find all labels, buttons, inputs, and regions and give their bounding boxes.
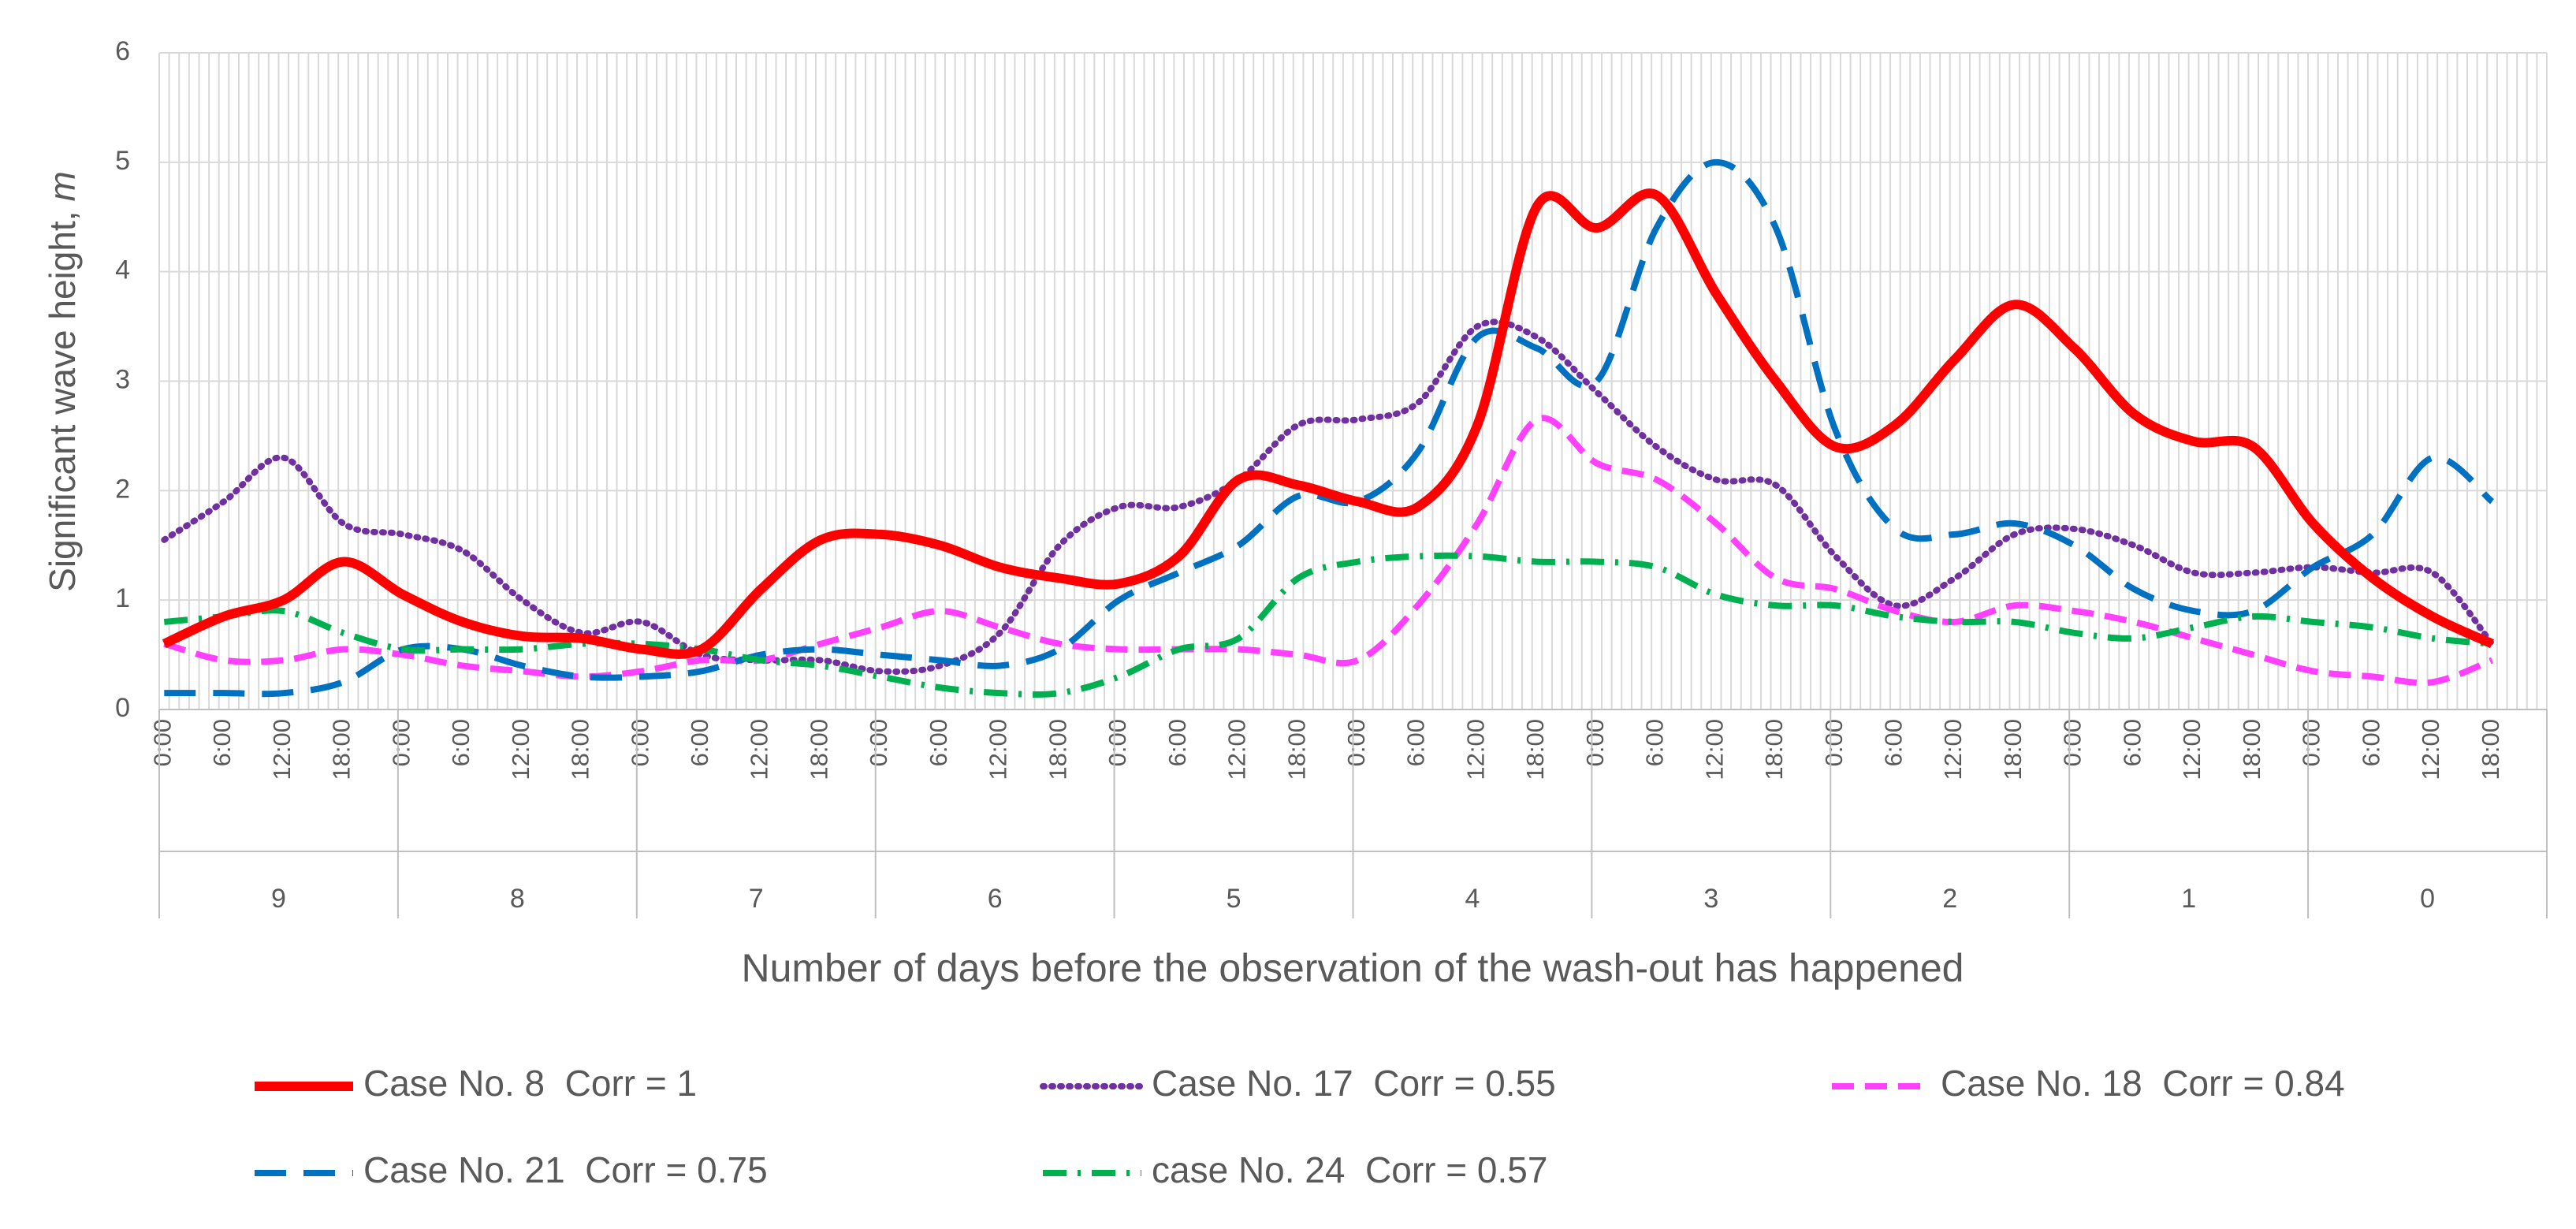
group-label: 2 xyxy=(1942,884,1957,914)
x-tick-label: 12:00 xyxy=(2417,719,2444,780)
x-tick-label: 18:00 xyxy=(328,719,356,780)
legend-label: Case No. 8 Corr = 1 xyxy=(363,1063,697,1104)
y-tick-label: 3 xyxy=(115,364,130,394)
x-tick-label: 18:00 xyxy=(2477,719,2504,780)
legend-label: Case No. 18 Corr = 0.84 xyxy=(1941,1063,2345,1104)
x-tick-label: 6:00 xyxy=(447,719,475,766)
legend-label: Case No. 17 Corr = 0.55 xyxy=(1152,1063,1556,1104)
series-line xyxy=(163,415,2494,687)
x-tick-label: 18:00 xyxy=(1999,719,2027,780)
x-tick-label: 6:00 xyxy=(925,719,952,766)
y-tick-label: 0 xyxy=(115,693,130,723)
x-tick-label: 0:00 xyxy=(1820,719,1848,766)
x-tick-label: 0:00 xyxy=(1581,719,1609,766)
y-axis-label-text: Significant wave height, xyxy=(42,211,83,592)
x-tick-label: 18:00 xyxy=(1521,719,1549,780)
x-tick-label: 6:00 xyxy=(1402,719,1430,766)
x-tick-label: 12:00 xyxy=(1700,719,1728,780)
y-axis-label: Significant wave height, m xyxy=(42,171,83,592)
x-tick-label: 6:00 xyxy=(686,719,713,766)
series-line xyxy=(161,318,2496,675)
x-tick-label: 18:00 xyxy=(805,719,832,780)
group-label: 8 xyxy=(510,884,525,914)
x-tick-label: 12:00 xyxy=(268,719,296,780)
x-tick-label: 6:00 xyxy=(208,719,236,766)
x-tick-label: 0:00 xyxy=(865,719,892,766)
group-label: 5 xyxy=(1227,884,1241,914)
group-label: 4 xyxy=(1465,884,1480,914)
y-tick-label: 1 xyxy=(115,583,130,613)
x-tick-label: 0:00 xyxy=(1104,719,1131,766)
series-line xyxy=(162,188,2495,659)
x-tick-label: 0:00 xyxy=(148,719,176,766)
x-tick-label: 12:00 xyxy=(507,719,534,780)
x-tick-label: 0:00 xyxy=(626,719,653,766)
x-tick-label: 6:00 xyxy=(2118,719,2146,766)
x-tick-label: 6:00 xyxy=(1163,719,1191,766)
group-label: 1 xyxy=(2181,884,2196,914)
x-tick-label: 0:00 xyxy=(2298,719,2325,766)
y-tick-label: 5 xyxy=(115,146,130,176)
x-tick-label: 12:00 xyxy=(1461,719,1489,780)
x-tick-label: 18:00 xyxy=(1282,719,1310,780)
y-tick-label: 2 xyxy=(115,474,130,504)
y-tick-label: 6 xyxy=(115,36,130,66)
x-tick-label: 0:00 xyxy=(2059,719,2086,766)
x-tick-label: 18:00 xyxy=(1044,719,1071,780)
legend-label: case No. 24 Corr = 0.57 xyxy=(1152,1149,1547,1190)
series-line xyxy=(163,552,2492,698)
series-line xyxy=(164,158,2495,698)
group-label: 0 xyxy=(2420,884,2435,914)
x-tick-label: 12:00 xyxy=(1223,719,1251,780)
group-label: 7 xyxy=(749,884,764,914)
group-label: 9 xyxy=(271,884,286,914)
group-label: 3 xyxy=(1703,884,1718,914)
x-tick-label: 12:00 xyxy=(1939,719,1967,780)
x-tick-label: 6:00 xyxy=(1641,719,1669,766)
x-tick-label: 18:00 xyxy=(1760,719,1788,780)
x-tick-label: 18:00 xyxy=(567,719,594,780)
x-tick-label: 6:00 xyxy=(1880,719,1908,766)
y-tick-label: 4 xyxy=(115,255,130,285)
x-tick-label: 12:00 xyxy=(985,719,1012,780)
y-axis-unit: m xyxy=(42,171,83,201)
x-tick-label: 12:00 xyxy=(746,719,773,780)
x-axis-label: Number of days before the observation of… xyxy=(741,946,1964,990)
x-tick-label: 0:00 xyxy=(1342,719,1370,766)
x-tick-label: 12:00 xyxy=(2178,719,2206,780)
x-tick-label: 18:00 xyxy=(2238,719,2265,780)
group-label: 6 xyxy=(988,884,1003,914)
legend-label: Case No. 21 Corr = 0.75 xyxy=(363,1149,768,1190)
x-tick-label: 6:00 xyxy=(2357,719,2384,766)
x-tick-label: 0:00 xyxy=(387,719,415,766)
